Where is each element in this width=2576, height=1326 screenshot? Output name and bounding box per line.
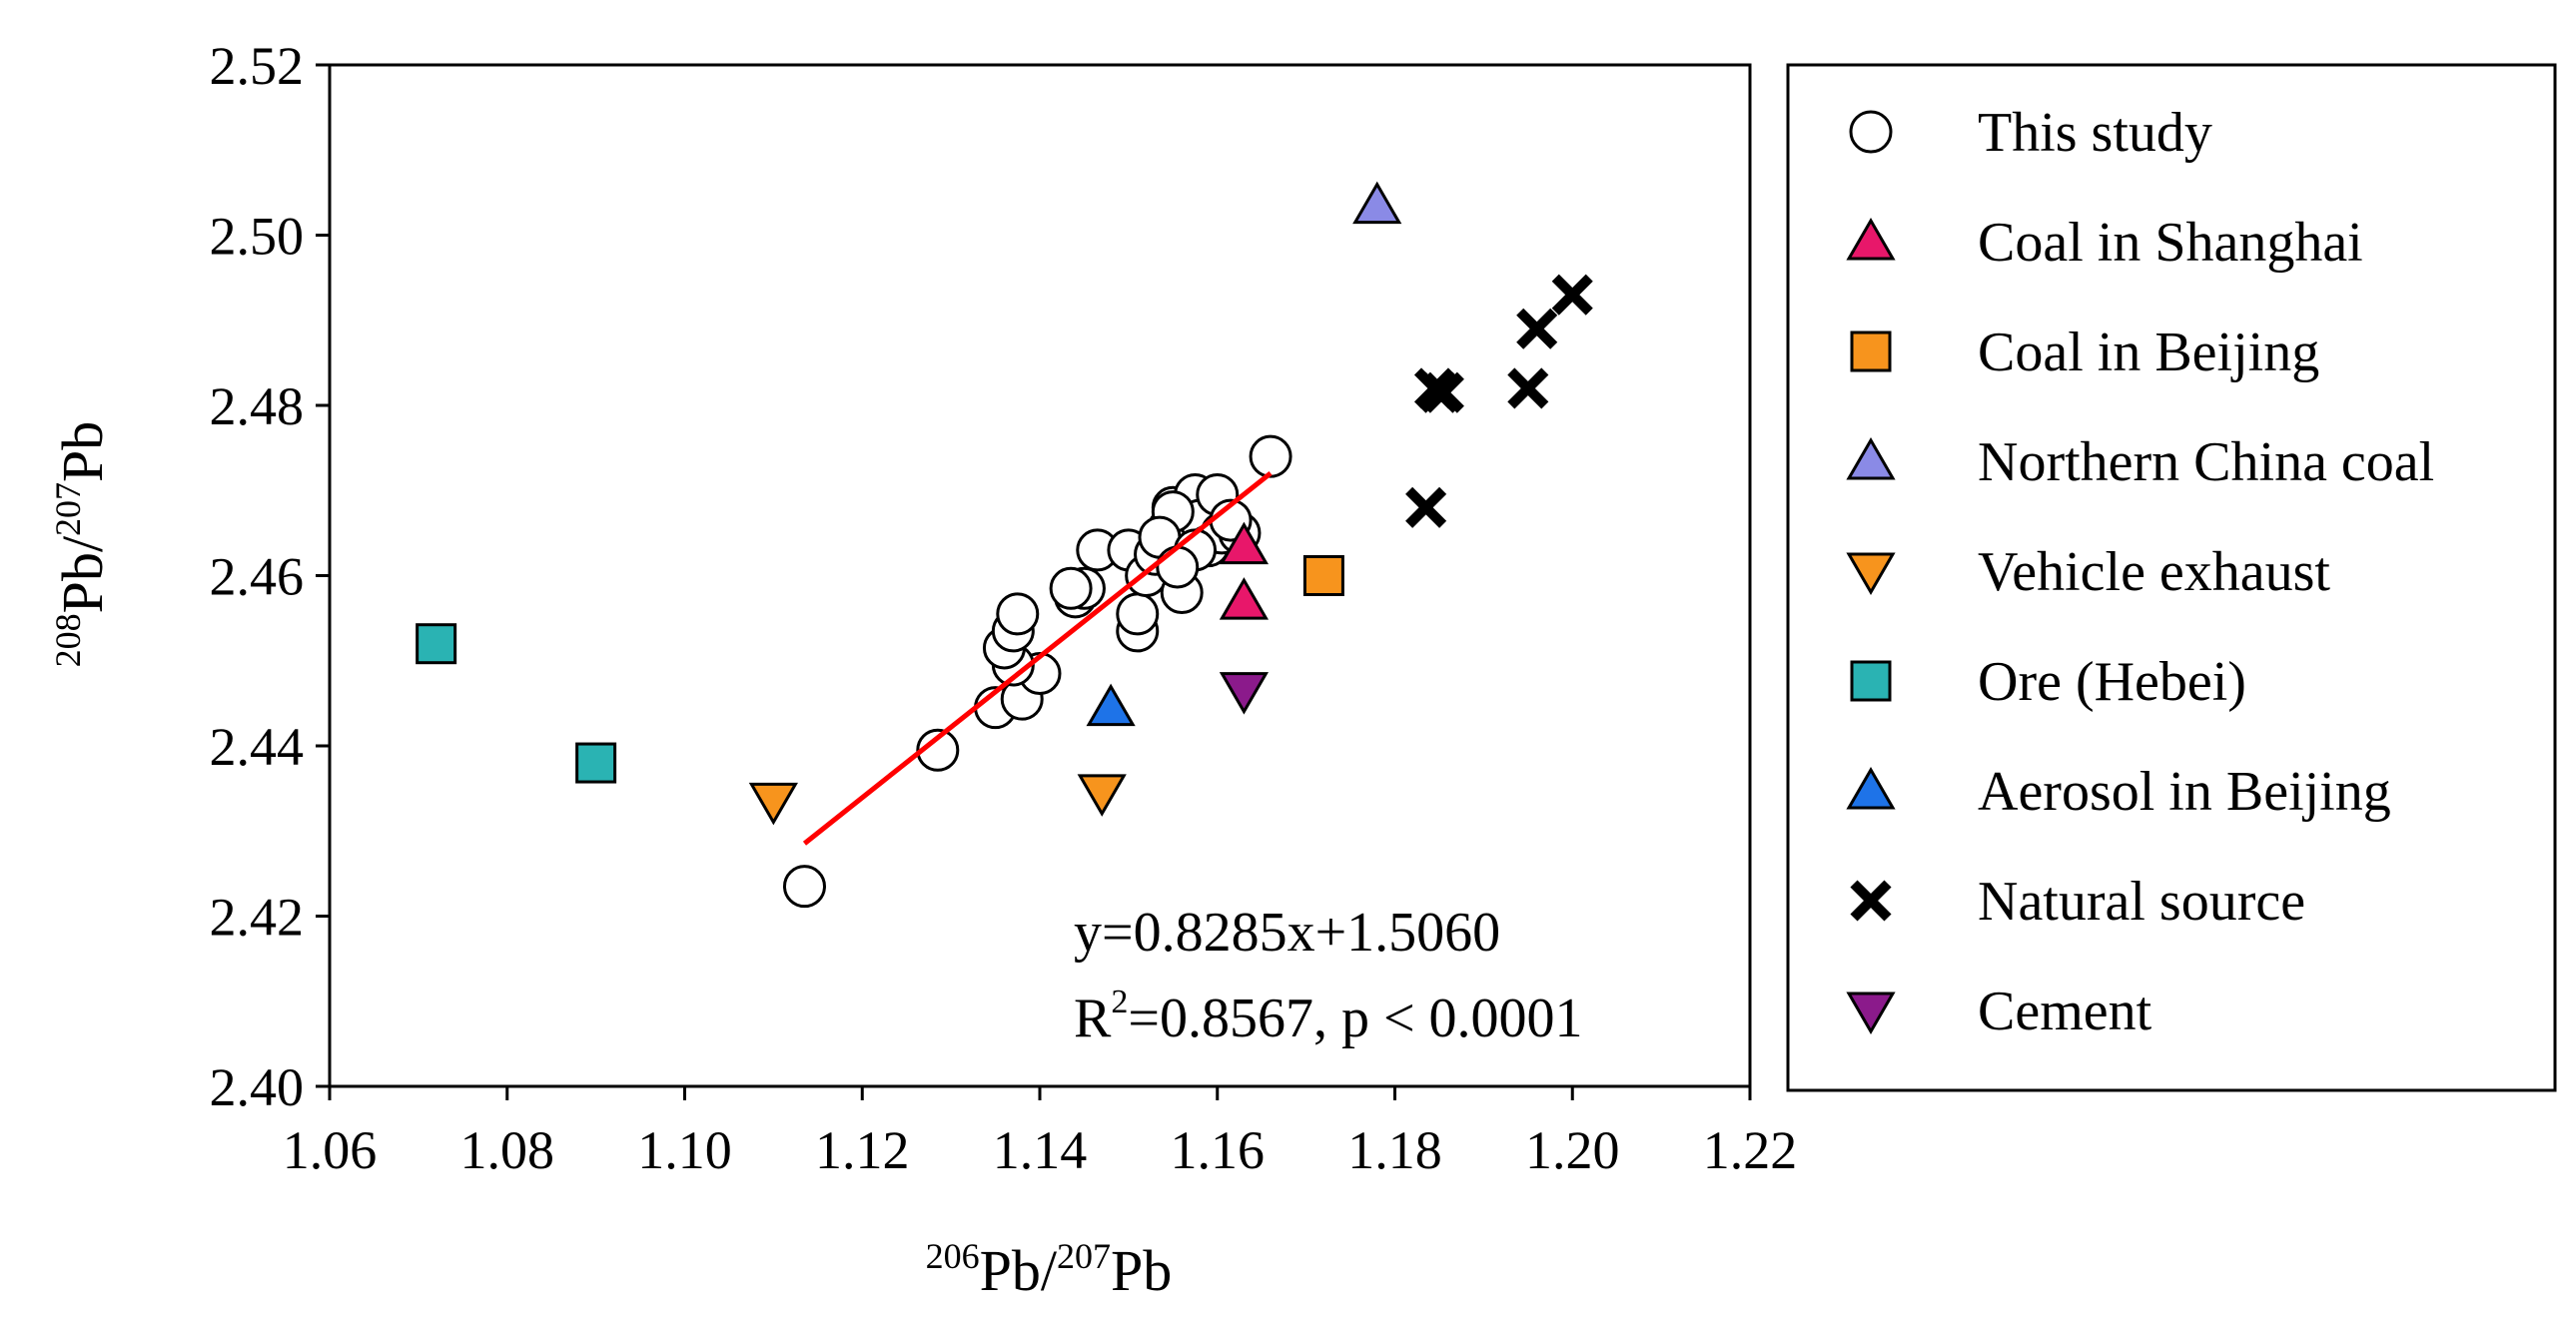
legend-label-aerosol-in-beijing: Aerosol in Beijing <box>1978 761 2391 823</box>
x-axis-label: 206Pb/207Pb <box>926 1236 1173 1303</box>
legend-item-northern-china-coal: Northern China coal <box>1846 431 2434 493</box>
point-cement <box>1219 672 1270 715</box>
x-label-base2: Pb <box>1111 1238 1172 1303</box>
point-coal-in-beijing <box>1302 555 1344 596</box>
x-tick-label: 1.06 <box>283 1120 378 1180</box>
legend-marker-coal-in-beijing <box>1850 331 1892 372</box>
x-tick-label: 1.16 <box>1171 1120 1266 1180</box>
legend-item-this-study: This study <box>1849 102 2212 164</box>
y-label-sup2: 207 <box>48 482 88 536</box>
legend-label-coal-in-beijing: Coal in Beijing <box>1978 322 2319 383</box>
point-natural-source <box>1516 308 1558 349</box>
point-aerosol-in-beijing <box>1086 683 1136 727</box>
x-tick-label: 1.22 <box>1703 1120 1798 1180</box>
x-tick-label: 1.14 <box>993 1120 1088 1180</box>
point-vehicle-exhaust <box>748 782 798 826</box>
x-tick-label: 1.20 <box>1525 1120 1620 1180</box>
legend-label-cement: Cement <box>1978 981 2152 1042</box>
y-label-base1: Pb/ <box>50 535 115 613</box>
point-this-study <box>996 592 1040 636</box>
y-tick-label: 2.44 <box>210 717 305 777</box>
legend-marker-this-study <box>1849 110 1893 154</box>
y-tick-label: 2.42 <box>210 888 305 948</box>
point-natural-source <box>1507 367 1549 409</box>
legend-frame <box>1786 63 2557 1092</box>
legend-item-ore-hebei: Ore (Hebei) <box>1850 651 2246 713</box>
x-tick-label: 1.12 <box>815 1120 910 1180</box>
y-tick-label: 2.46 <box>210 547 305 607</box>
legend-item-cement: Cement <box>1846 981 2152 1042</box>
legend-label-natural-source: Natural source <box>1978 871 2305 933</box>
y-label-sup1: 208 <box>48 613 88 667</box>
legend-item-vehicle-exhaust: Vehicle exhaust <box>1846 541 2330 603</box>
legend-label-this-study: This study <box>1978 102 2212 164</box>
legend-item-coal-in-shanghai: Coal in Shanghai <box>1846 212 2363 274</box>
x-label-sup1: 206 <box>926 1236 980 1276</box>
legend-marker-coal-in-shanghai <box>1846 218 1896 261</box>
x-tick-label: 1.10 <box>637 1120 732 1180</box>
x-tick-label: 1.08 <box>460 1120 555 1180</box>
legend-label-vehicle-exhaust: Vehicle exhaust <box>1978 541 2330 603</box>
point-this-study <box>1049 566 1093 610</box>
point-ore-hebei <box>416 623 457 665</box>
x-label-sup2: 207 <box>1057 1236 1111 1276</box>
legend-marker-vehicle-exhaust <box>1846 552 1896 595</box>
regression-equation: y=0.8285x+1.5060 <box>1074 902 1500 964</box>
y-tick-label: 2.50 <box>210 207 305 267</box>
point-ore-hebei <box>575 742 617 784</box>
x-label-base1: Pb/ <box>980 1238 1058 1303</box>
point-natural-source <box>1405 486 1447 528</box>
point-this-study <box>1116 592 1160 636</box>
legend-item-coal-in-beijing: Coal in Beijing <box>1850 322 2319 383</box>
r2-rest: =0.8567, p < 0.0001 <box>1128 988 1582 1049</box>
legend-marker-cement <box>1846 992 1896 1034</box>
regression-line <box>802 470 1273 846</box>
legend-item-aerosol-in-beijing: Aerosol in Beijing <box>1846 761 2391 823</box>
x-tick-label: 1.18 <box>1347 1120 1442 1180</box>
point-coal-in-shanghai <box>1219 577 1270 620</box>
r2-superscript: 2 <box>1111 984 1128 1020</box>
y-tick-label: 2.48 <box>210 376 305 436</box>
point-coal-in-shanghai <box>1219 521 1270 565</box>
legend-marker-natural-source <box>1850 880 1892 922</box>
point-northern-china-coal <box>1352 181 1402 225</box>
y-label-base2: Pb <box>50 421 115 482</box>
legend: This study Coal in Shanghai Coal in Beijin… <box>1786 63 2557 1092</box>
point-natural-source <box>1551 274 1593 316</box>
legend-marker-ore-hebei <box>1850 660 1892 702</box>
point-vehicle-exhaust <box>1077 774 1127 817</box>
legend-label-coal-in-shanghai: Coal in Shanghai <box>1978 212 2363 274</box>
legend-marker-northern-china-coal <box>1846 437 1896 480</box>
y-tick-label: 2.52 <box>210 36 305 96</box>
regression-stats: R2=0.8567, p < 0.0001 <box>1074 984 1583 1049</box>
r2-prefix: R <box>1074 988 1112 1049</box>
point-this-study <box>916 728 960 772</box>
y-tick-label: 2.40 <box>210 1057 305 1117</box>
legend-marker-aerosol-in-beijing <box>1846 767 1896 810</box>
point-this-study <box>1249 434 1292 478</box>
point-this-study <box>782 865 826 909</box>
point-natural-source <box>1422 371 1464 413</box>
legend-label-northern-china-coal: Northern China coal <box>1978 431 2434 493</box>
point-this-study <box>1156 545 1200 589</box>
y-axis-label: 208Pb/207Pb <box>48 421 115 668</box>
legend-item-natural-source: Natural source <box>1850 871 2305 933</box>
legend-label-ore-hebei: Ore (Hebei) <box>1978 651 2246 713</box>
